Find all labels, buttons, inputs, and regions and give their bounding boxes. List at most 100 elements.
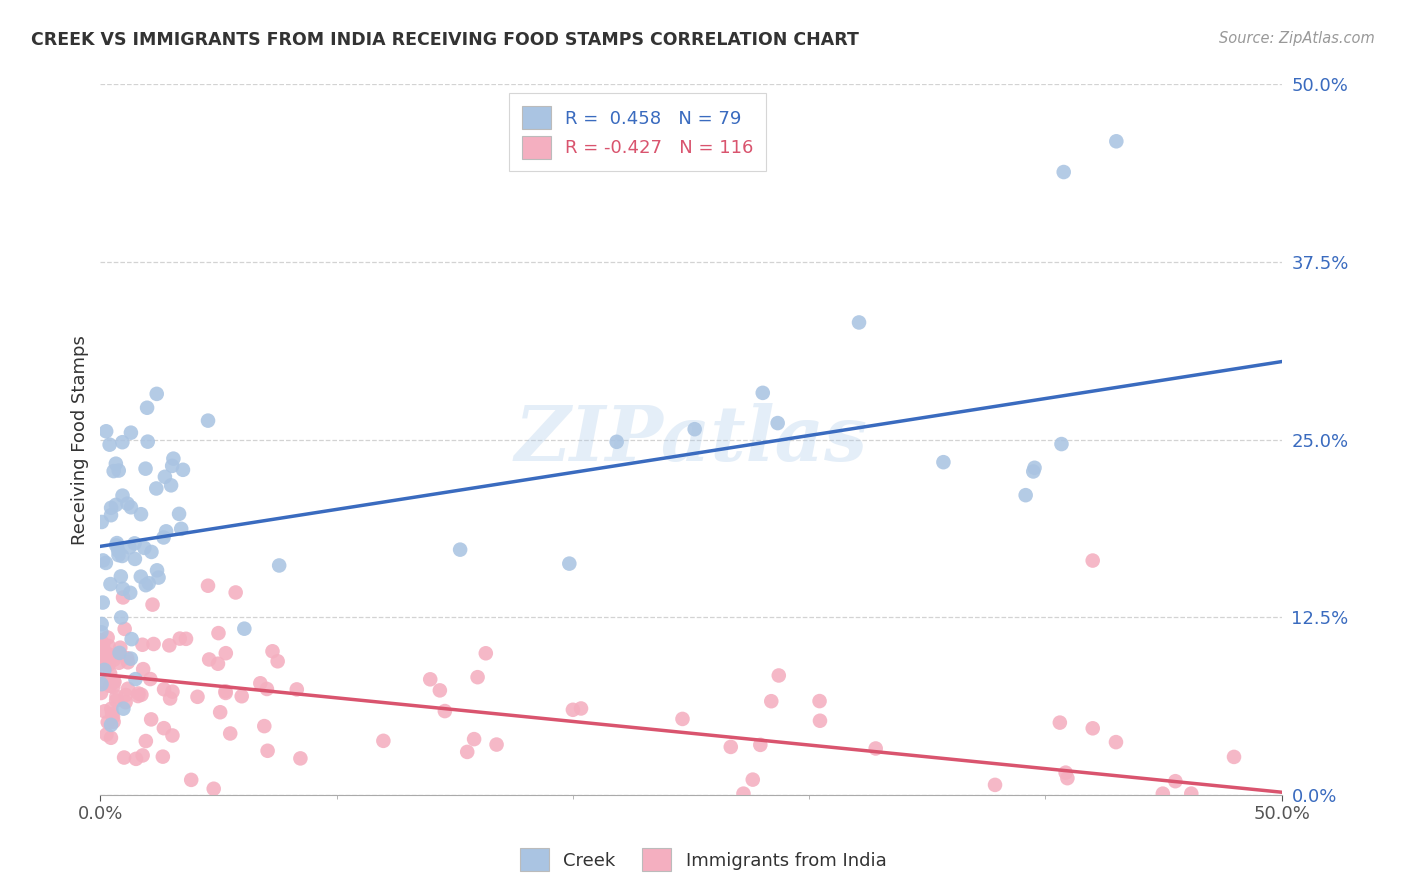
- Point: [89, 657, 111, 672]
- Point: [169, 632, 191, 646]
- Point: [1152, 787, 1174, 801]
- Point: [91, 675, 114, 690]
- Point: [132, 662, 155, 676]
- Point: [103, 680, 125, 694]
- Point: [136, 434, 159, 449]
- Point: [135, 578, 157, 592]
- Point: [97, 639, 120, 653]
- Point: [111, 489, 134, 503]
- Point: [1024, 460, 1046, 475]
- Point: [207, 626, 229, 640]
- Point: [141, 712, 163, 726]
- Point: [1022, 465, 1045, 479]
- Point: [100, 718, 122, 732]
- Point: [419, 673, 441, 687]
- Point: [160, 478, 183, 492]
- Point: [103, 653, 125, 667]
- Point: [984, 778, 1007, 792]
- Point: [148, 571, 170, 585]
- Point: [135, 461, 157, 475]
- Point: [91, 637, 114, 651]
- Point: [142, 637, 165, 651]
- Point: [162, 729, 184, 743]
- Point: [97, 631, 120, 645]
- Point: [117, 681, 139, 696]
- Point: [153, 470, 176, 484]
- Point: [152, 749, 174, 764]
- Point: [752, 385, 775, 400]
- Point: [135, 734, 157, 748]
- Point: [214, 686, 236, 700]
- Point: [569, 701, 592, 715]
- Point: [100, 702, 122, 716]
- Text: Source: ZipAtlas.com: Source: ZipAtlas.com: [1219, 31, 1375, 46]
- Point: [558, 557, 581, 571]
- Point: [90, 633, 112, 648]
- Point: [100, 500, 122, 515]
- Point: [808, 694, 831, 708]
- Point: [90, 648, 112, 662]
- Point: [120, 425, 142, 440]
- Point: [129, 569, 152, 583]
- Point: [1014, 488, 1036, 502]
- Point: [159, 691, 181, 706]
- Point: [125, 752, 148, 766]
- Point: [114, 622, 136, 636]
- Point: [111, 582, 134, 596]
- Point: [463, 732, 485, 747]
- Point: [145, 387, 167, 401]
- Legend: R =  0.458   N = 79, R = -0.427   N = 116: R = 0.458 N = 79, R = -0.427 N = 116: [509, 94, 766, 171]
- Point: [249, 676, 271, 690]
- Point: [1180, 787, 1202, 801]
- Point: [105, 690, 128, 704]
- Point: [110, 610, 132, 624]
- Point: [146, 563, 169, 577]
- Point: [141, 545, 163, 559]
- Point: [485, 738, 508, 752]
- Point: [97, 657, 120, 672]
- Point: [180, 772, 202, 787]
- Point: [429, 683, 451, 698]
- Point: [103, 674, 125, 689]
- Point: [741, 772, 763, 787]
- Point: [128, 686, 150, 700]
- Point: [105, 536, 128, 550]
- Point: [112, 591, 135, 605]
- Point: [94, 556, 117, 570]
- Point: [90, 625, 112, 640]
- Point: [91, 638, 114, 652]
- Point: [96, 727, 118, 741]
- Point: [90, 515, 112, 529]
- Point: [197, 579, 219, 593]
- Point: [467, 670, 489, 684]
- Point: [93, 663, 115, 677]
- Point: [120, 500, 142, 515]
- Point: [162, 451, 184, 466]
- Point: [202, 781, 225, 796]
- Point: [111, 549, 134, 563]
- Point: [761, 694, 783, 708]
- Point: [117, 497, 139, 511]
- Point: [112, 750, 135, 764]
- Point: [91, 596, 114, 610]
- Point: [134, 541, 156, 555]
- Point: [108, 656, 131, 670]
- Point: [1053, 165, 1076, 179]
- Point: [766, 416, 789, 430]
- Point: [98, 438, 121, 452]
- Point: [1223, 750, 1246, 764]
- Point: [112, 701, 135, 715]
- Point: [197, 414, 219, 428]
- Point: [111, 435, 134, 450]
- Point: [138, 576, 160, 591]
- Point: [124, 536, 146, 550]
- Point: [131, 748, 153, 763]
- Point: [733, 787, 755, 801]
- Point: [153, 682, 176, 697]
- Point: [90, 643, 112, 657]
- Point: [290, 751, 312, 765]
- Point: [93, 704, 115, 718]
- Point: [848, 315, 870, 329]
- Point: [233, 622, 256, 636]
- Point: [683, 422, 706, 436]
